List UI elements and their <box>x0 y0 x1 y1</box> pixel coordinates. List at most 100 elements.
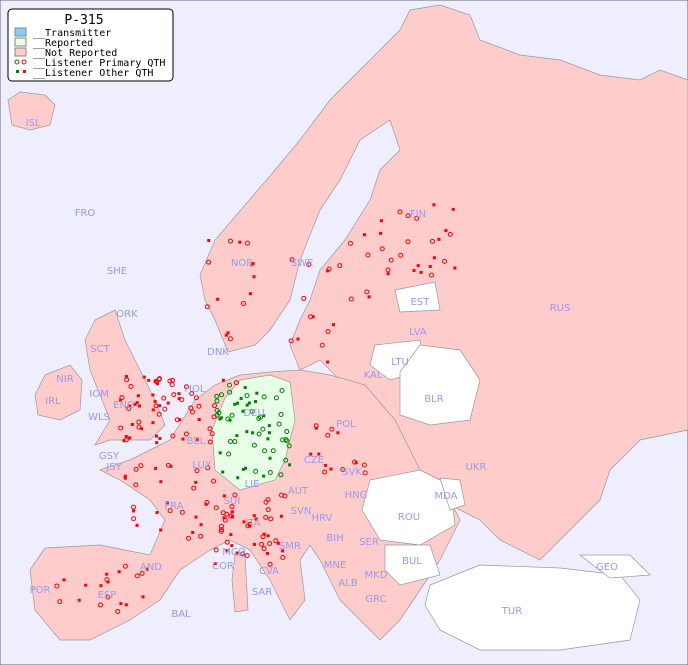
listener-primary-qth-marker <box>259 541 265 547</box>
country-label-kal: KAL <box>364 370 383 381</box>
listener-primary-qth-marker <box>244 393 250 399</box>
not-reported-swatch <box>14 47 27 57</box>
listener-primary-qth-marker <box>227 389 233 395</box>
country-label-por: POR <box>30 585 51 596</box>
listener-other-qth-marker <box>106 580 110 584</box>
listener-primary-qth-marker <box>214 398 220 404</box>
listener-primary-qth-marker <box>262 448 268 454</box>
reported-swatch <box>14 37 27 47</box>
listener-other-qth-marker <box>266 534 270 538</box>
listener-other-qth-marker <box>266 437 270 441</box>
listener-primary-qth-marker <box>322 469 328 475</box>
country-label-bul: BUL <box>402 556 422 567</box>
listener-primary-qth-marker <box>226 451 232 457</box>
listener-other-qth-marker <box>268 456 272 460</box>
country-geo <box>578 554 651 579</box>
listener-primary-qth-marker <box>267 469 273 475</box>
listener-other-qth-marker <box>105 572 109 576</box>
listener-primary-qth-marker <box>165 462 171 468</box>
listener-other-qth-marker <box>242 520 246 524</box>
listener-primary-qth-marker <box>326 266 332 272</box>
listener-other-qth-marker <box>213 561 217 565</box>
listener-other-qth-marker <box>219 416 223 420</box>
legend-other-qth: __Listener Other QTH <box>33 68 153 79</box>
listener-other-qth-marker <box>151 393 155 397</box>
country-label-grc: GRC <box>365 594 386 605</box>
listener-other-qth-marker <box>296 337 300 341</box>
listener-primary-qth-marker <box>245 523 251 529</box>
listener-other-qth-marker <box>235 434 239 438</box>
listener-other-qth-marker <box>245 403 249 407</box>
legend-box <box>7 8 174 82</box>
country-sardinia-corsica <box>231 554 249 613</box>
listener-primary-qth-marker <box>429 238 435 244</box>
listener-primary-qth-marker <box>280 555 286 561</box>
listener-primary-qth-marker <box>265 497 271 503</box>
listener-primary-qth-marker <box>337 263 343 269</box>
listener-primary-qth-marker <box>131 504 137 510</box>
country-label-rou: ROU <box>398 512 420 523</box>
listener-primary-qth-marker <box>123 437 129 443</box>
listener-primary-qth-marker <box>133 466 139 472</box>
listener-other-qth-marker <box>331 323 335 327</box>
listener-primary-qth-marker <box>325 432 331 438</box>
listener-other-qth-marker <box>133 402 137 406</box>
listener-primary-qth-marker <box>279 387 285 393</box>
country-label-smr: SMR <box>279 541 301 552</box>
listener-primary-qth-marker <box>224 539 230 545</box>
listener-other-qth-marker <box>267 431 271 435</box>
listener-primary-qth-marker <box>122 563 128 569</box>
country-label-mda: MDA <box>435 491 458 502</box>
listener-other-qth-marker <box>222 494 226 498</box>
listener-other-qth-marker <box>379 219 383 223</box>
legend-reported: __Reported <box>33 38 93 49</box>
listener-primary-qth-marker <box>253 468 259 474</box>
listener-primary-qth-marker <box>189 409 195 415</box>
listener-primary-qth-marker <box>213 547 219 553</box>
listener-other-qth-marker <box>224 333 228 337</box>
country-bul <box>384 544 441 586</box>
country-label-mco: MCO <box>222 547 246 558</box>
listener-other-qth-marker <box>177 397 181 401</box>
country-label-ork: ORK <box>116 309 138 320</box>
country-label-sct: SCT <box>90 344 110 355</box>
listener-other-qth-marker <box>151 408 155 412</box>
listener-other-qth-marker <box>229 533 233 537</box>
legend-primary-qth: __Listener Primary QTH <box>33 58 165 69</box>
listener-primary-qth-marker <box>280 437 286 443</box>
listener-other-qth-marker <box>317 452 321 456</box>
listener-primary-qth-marker <box>364 289 370 295</box>
listener-primary-qth-marker <box>347 240 353 246</box>
country-rou <box>361 469 456 546</box>
listener-other-qth-marker <box>267 424 271 428</box>
listener-other-qth-marker <box>194 515 198 519</box>
country-label-cor: COR <box>212 561 234 572</box>
listener-other-qth-marker <box>123 476 127 480</box>
listener-other-qth-marker <box>141 595 145 599</box>
listener-primary-qth-marker <box>169 382 175 388</box>
listener-other-qth-marker <box>128 404 132 408</box>
listener-primary-qth-marker <box>219 392 225 398</box>
country-tur <box>424 564 641 651</box>
listener-primary-qth-marker <box>251 442 257 448</box>
country-blr <box>399 344 481 426</box>
listener-primary-qth-marker <box>273 395 279 401</box>
country-uk <box>84 309 166 446</box>
listener-other-qth-marker <box>132 509 136 513</box>
listener-other-qth-marker <box>151 421 155 425</box>
listener-primary-qth-marker <box>261 546 267 552</box>
listener-other-qth-marker <box>453 266 457 270</box>
listener-other-qth-marker <box>84 583 88 587</box>
country-label-tur: TUR <box>501 606 522 617</box>
listener-primary-qth-marker <box>186 535 192 541</box>
listener-primary-qth-marker <box>270 448 276 454</box>
listener-primary-qth-marker <box>278 472 284 478</box>
listener-primary-qth-marker <box>216 410 222 416</box>
listener-primary-qth-marker <box>265 507 271 513</box>
listener-other-qth-marker <box>155 511 159 515</box>
country-label-esp: ESP <box>98 590 117 601</box>
country-mda <box>439 477 466 511</box>
country-label-swe: SWE <box>291 258 314 269</box>
